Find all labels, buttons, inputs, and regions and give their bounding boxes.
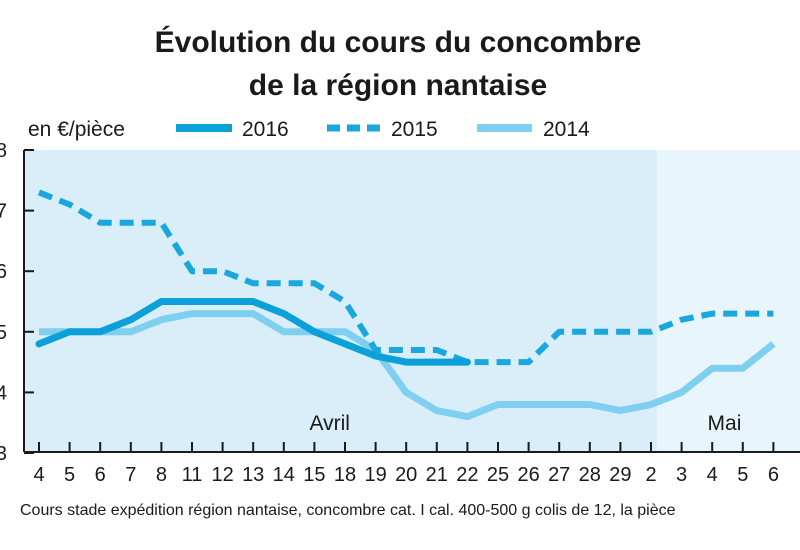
chart-title-line2: de la région nantaise bbox=[249, 69, 547, 102]
legend-label-2014: 2014 bbox=[543, 118, 590, 141]
x-axis-ticks: 4 5 6 7 8 11 12 13 14 15 18 19 20 21 22 25 26 27 28 29 2 3 4 5 6 bbox=[33, 442, 779, 486]
x-tick-label: 28 bbox=[579, 464, 601, 486]
x-tick-label: 21 bbox=[426, 464, 448, 486]
x-tick-label: 20 bbox=[395, 464, 417, 486]
x-tick-label: 2 bbox=[645, 464, 656, 486]
y-tick-label: 0,8 bbox=[0, 140, 7, 162]
x-tick-label: 18 bbox=[334, 464, 356, 486]
x-tick-label: 19 bbox=[364, 464, 386, 486]
x-tick-label: 7 bbox=[125, 464, 136, 486]
x-tick-label: 25 bbox=[487, 464, 509, 486]
y-tick-label: 0,5 bbox=[0, 322, 7, 344]
x-tick-label: 12 bbox=[211, 464, 233, 486]
x-tick-label: 26 bbox=[517, 464, 539, 486]
legend-label-2015: 2015 bbox=[391, 118, 438, 141]
x-tick-label: 11 bbox=[182, 464, 203, 486]
x-tick-label: 8 bbox=[156, 464, 167, 486]
series-lines bbox=[35, 189, 776, 421]
period-label: Mai bbox=[708, 412, 742, 435]
x-tick-label: 27 bbox=[548, 464, 570, 486]
plot-background-may bbox=[657, 150, 800, 452]
x-tick-label: 3 bbox=[676, 464, 687, 486]
y-axis-ticks: 0,3 0,4 0,5 0,6 0,7 0,8 bbox=[0, 140, 34, 465]
chart-title-line1: Évolution du cours du concombre bbox=[155, 25, 642, 59]
y-tick-label: 0,7 bbox=[0, 201, 7, 223]
x-tick-label: 15 bbox=[303, 464, 325, 486]
x-tick-label: 5 bbox=[737, 464, 748, 486]
y-tick-label: 0,4 bbox=[0, 382, 7, 404]
series-line-2014 bbox=[39, 310, 776, 421]
axes bbox=[23, 150, 800, 453]
source-note: Cours stade expédition région nantaise, … bbox=[20, 502, 676, 519]
x-tick-label: 4 bbox=[707, 464, 718, 486]
period-label: Avril bbox=[309, 412, 349, 435]
legend-label-2016: 2016 bbox=[242, 118, 289, 141]
x-tick-label: 6 bbox=[768, 464, 779, 486]
x-tick-label: 4 bbox=[33, 464, 44, 486]
y-tick-label: 0,3 bbox=[0, 443, 7, 465]
legend: 2016 2015 2014 bbox=[176, 118, 590, 141]
x-tick-label: 6 bbox=[95, 464, 106, 486]
x-tick-label: 22 bbox=[456, 464, 478, 486]
series-line-2015 bbox=[37, 189, 774, 366]
y-tick-label: 0,6 bbox=[0, 261, 7, 283]
period-labels: Avril Mai bbox=[309, 412, 741, 435]
x-tick-label: 5 bbox=[64, 464, 75, 486]
x-tick-label: 14 bbox=[273, 464, 295, 486]
x-tick-label: 13 bbox=[242, 464, 264, 486]
x-tick-label: 29 bbox=[609, 464, 631, 486]
series-line-2016 bbox=[35, 298, 471, 366]
unit-label: en €/pièce bbox=[28, 118, 125, 141]
